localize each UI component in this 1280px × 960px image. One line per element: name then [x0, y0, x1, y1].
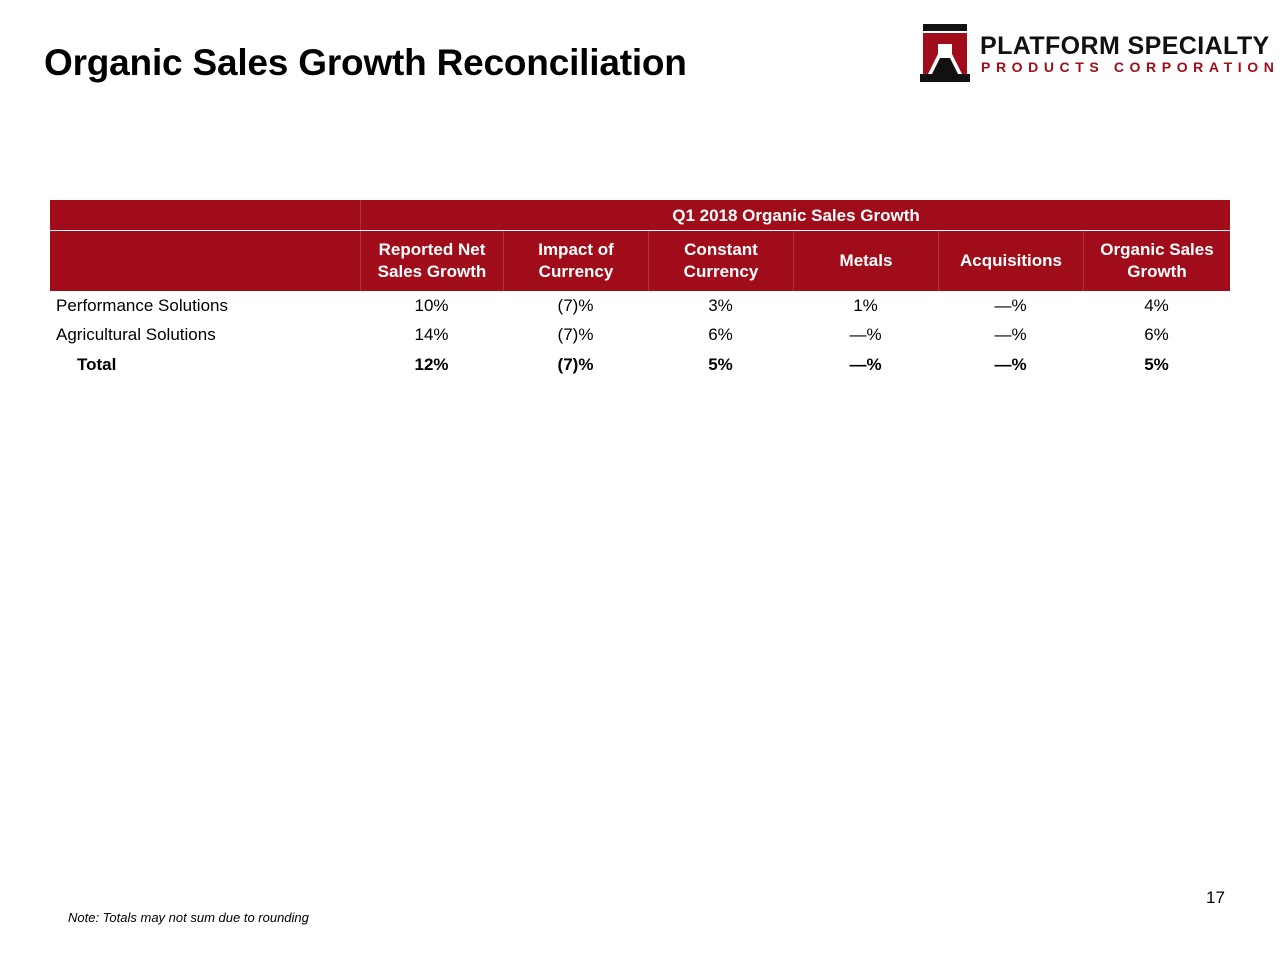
logo-name-line2: PRODUCTS CORPORATION [981, 59, 1280, 75]
table-group-header-row: Q1 2018 Organic Sales Growth [50, 200, 1230, 230]
footnote: Note: Totals may not sum due to rounding [68, 910, 309, 925]
row-label: Agricultural Solutions [56, 325, 216, 344]
page-title: Organic Sales Growth Reconciliation [44, 42, 687, 83]
column-header-reported-net-sales-growth: Reported Net Sales Growth [360, 231, 503, 291]
table-cell: —% [849, 325, 882, 344]
column-header-metals: Metals [793, 231, 938, 291]
table-cell: 5% [1144, 355, 1169, 374]
table-cell: 1% [853, 296, 878, 315]
table-cell: (7)% [557, 296, 594, 315]
column-header-acquisitions: Acquisitions [938, 231, 1083, 291]
table-cell: 6% [708, 325, 733, 344]
row-label: Performance Solutions [56, 296, 228, 315]
logo-name-line1: PLATFORM SPECIALTY [980, 32, 1270, 60]
table-cell: (7)% [557, 355, 594, 374]
table-cell: 5% [708, 355, 733, 374]
table-cell: 4% [1144, 296, 1169, 315]
table-cell: 12% [414, 355, 449, 374]
group-header-q1-2018: Q1 2018 Organic Sales Growth [360, 200, 1231, 230]
table-row: Performance Solutions 10% (7)% 3% 1% —% … [50, 291, 1230, 321]
table-cell: —% [994, 296, 1027, 315]
table-cell: —% [994, 325, 1027, 344]
company-logo: PLATFORM SPECIALTY PRODUCTS CORPORATION [918, 24, 1274, 84]
table-column-header-row: Reported Net Sales Growth Impact of Curren… [50, 231, 1230, 291]
table-cell: 6% [1144, 325, 1169, 344]
table-row-total: Total 12% (7)% 5% —% —% 5% [50, 350, 1230, 380]
table-cell: (7)% [557, 325, 594, 344]
table-row: Agricultural Solutions 14% (7)% 6% —% —%… [50, 320, 1230, 350]
column-header-constant-currency: Constant Currency [648, 231, 793, 291]
table-cell: —% [994, 355, 1027, 374]
column-header-impact-of-currency: Impact of Currency [503, 231, 648, 291]
page-number: 17 [1206, 888, 1225, 907]
table-cell: —% [849, 355, 882, 374]
row-label: Total [77, 355, 117, 374]
column-header-organic-sales-growth: Organic Sales Growth [1083, 231, 1230, 291]
table-cell: 14% [414, 325, 449, 344]
logo-mark-icon [920, 24, 970, 82]
table-cell: 10% [414, 296, 449, 315]
table-cell: 3% [708, 296, 733, 315]
